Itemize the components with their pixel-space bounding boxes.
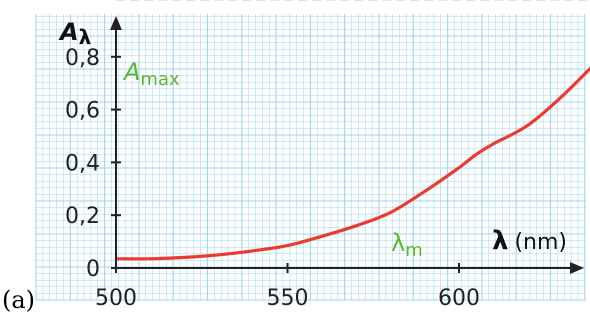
y-axis-label: Aλ — [58, 18, 92, 49]
y-tick-label: 0,6 — [65, 99, 100, 124]
x-tick-label: 550 — [267, 286, 309, 311]
a-max-label: Amax — [122, 58, 180, 90]
y-axis-arrow — [110, 16, 122, 30]
lambda-m-label: λm — [391, 229, 423, 261]
chart-grid — [35, 14, 586, 301]
series-layer — [115, 66, 590, 261]
x-tick-label: 500 — [95, 286, 137, 311]
y-tick-label: 0,4 — [65, 151, 100, 176]
absorbance-curve — [115, 66, 590, 261]
panel-label: (a) — [2, 286, 35, 314]
y-tick-label: 0,2 — [65, 204, 100, 229]
y-tick-label: 0,8 — [65, 46, 100, 71]
x-axis-label: λ (nm) — [492, 226, 567, 256]
chart-labels: Aλ λ (nm) Amax λm (a) — [2, 18, 567, 314]
x-tick-label: 600 — [438, 286, 480, 311]
x-axis-arrow — [570, 262, 584, 274]
chart-axes: 50055060065070000,20,40,60,8 — [65, 16, 584, 311]
y-tick-label: 0 — [86, 257, 100, 282]
